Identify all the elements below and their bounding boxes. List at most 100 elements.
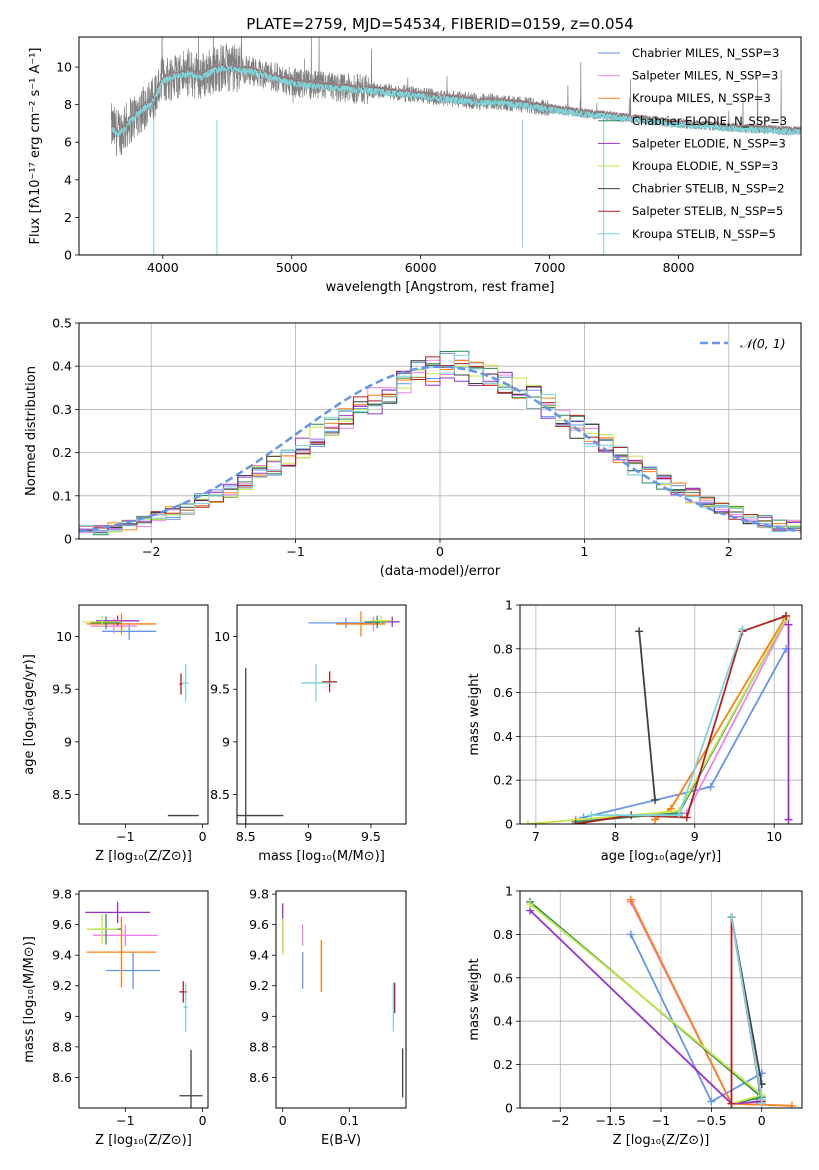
x-tick-label: 5000 bbox=[276, 260, 308, 275]
axes-frame bbox=[78, 604, 209, 825]
x-tick-label: 0 bbox=[758, 1113, 766, 1128]
weight-marker-6 bbox=[523, 820, 532, 824]
legend-label-1: Chabrier MILES, N_SSP=3 bbox=[632, 46, 779, 60]
weight-marker-7 bbox=[635, 627, 644, 636]
legend-label-9: Kroupa STELIB, N_SSP=5 bbox=[632, 227, 776, 241]
y-tick-label: 10 bbox=[56, 60, 72, 75]
y-tick-label: 9.8 bbox=[52, 887, 72, 902]
x-tick-label: −0.5 bbox=[696, 1113, 726, 1128]
legend-label-4: Chabrier ELODIE, N_SSP=3 bbox=[632, 114, 787, 128]
y-tick-label: 0.6 bbox=[493, 970, 513, 985]
legend-label-8: Salpeter STELIB, N_SSP=5 bbox=[632, 204, 783, 218]
y-tick-label: 6 bbox=[64, 135, 72, 150]
x-axis-label: mass [log₁₀(M/M⊙)] bbox=[258, 849, 385, 864]
residual-histogram-3 bbox=[79, 360, 801, 531]
y-tick-label: 0.2 bbox=[493, 773, 513, 788]
weight-line-9 bbox=[591, 628, 744, 817]
y-tick-label: 8 bbox=[64, 97, 72, 112]
residuals-panel: −2 −1 0 1 2 0 0.1 0.2 0.3 0.4 0.5 (data-model)/erro… bbox=[24, 316, 802, 579]
y-tick-label: 9.6 bbox=[52, 917, 72, 932]
y-tick-label: 1 bbox=[505, 884, 513, 899]
x-tick-label: −1 bbox=[116, 1113, 134, 1128]
y-tick-label: 8.5 bbox=[52, 787, 72, 802]
x-tick-label: 7 bbox=[532, 829, 540, 844]
mass-weight-vs-age-panel: 7 8 9 10 0 0.2 0.4 0.6 0.8 1 age [log₁₀(age/yr)] ma… bbox=[467, 598, 803, 864]
weight-line-1 bbox=[629, 934, 763, 1103]
plot-area bbox=[526, 895, 796, 1108]
axes-frame bbox=[236, 604, 407, 825]
y-axis-label: age [log₁₀(age/yr)] bbox=[22, 654, 37, 775]
y-tick-label: 0.2 bbox=[52, 445, 72, 460]
weight-line-2 bbox=[575, 619, 787, 821]
plot-area bbox=[237, 611, 400, 824]
x-tick-label: 2 bbox=[725, 544, 733, 559]
y-tick-label: 0 bbox=[64, 532, 72, 547]
model-line-9 bbox=[111, 63, 801, 138]
weight-marker-9 bbox=[587, 811, 596, 820]
weight-marker-3 bbox=[787, 1101, 796, 1108]
x-tick-label: −2 bbox=[551, 1113, 569, 1128]
y-tick-label: 4 bbox=[64, 172, 72, 187]
x-tick-label: 7000 bbox=[534, 260, 566, 275]
y-tick-label: 0.8 bbox=[493, 641, 513, 656]
plot-area bbox=[82, 613, 199, 817]
y-axis-label: mass weight bbox=[467, 958, 482, 1040]
age-vs-mass-panel: 8.5 9 9.5 8.5 9 9.5 10 mass [log₁₀(M/M⊙)] bbox=[210, 604, 407, 864]
y-tick-label: 9 bbox=[261, 1009, 269, 1024]
y-tick-label: 0.2 bbox=[493, 1057, 513, 1072]
y-tick-label: 9 bbox=[222, 734, 230, 749]
legend-label-6: Kroupa ELODIE, N_SSP=3 bbox=[632, 159, 778, 173]
x-tick-label: 4000 bbox=[147, 260, 179, 275]
y-tick-label: 0.6 bbox=[493, 685, 513, 700]
x-tick-label: −1 bbox=[652, 1113, 670, 1128]
x-tick-label: 10 bbox=[766, 829, 782, 844]
y-axis-label: mass weight bbox=[467, 673, 482, 755]
y-tick-label: 0.4 bbox=[493, 729, 513, 744]
y-tick-label: 1 bbox=[505, 598, 513, 613]
y-axis-label: Normed distribution bbox=[24, 366, 39, 496]
weight-marker-1 bbox=[626, 930, 635, 939]
weight-marker-5 bbox=[784, 620, 793, 629]
plot-area bbox=[110, 37, 801, 255]
y-tick-label: 9.4 bbox=[249, 948, 269, 963]
x-axis-label: Z [log₁₀(Z/Z⊙)] bbox=[95, 849, 192, 864]
age-vs-metallicity-panel: −1 0 8.5 9 9.5 10 Z [log₁₀(Z/Z⊙)] age [log₁₀(ag… bbox=[22, 604, 209, 864]
x-tick-label: −1 bbox=[286, 544, 304, 559]
y-tick-label: 9.5 bbox=[52, 682, 72, 697]
weight-marker-8 bbox=[571, 820, 580, 824]
weight-marker-7 bbox=[651, 795, 660, 804]
y-axis-label: Flux [fλ10⁻¹⁷ erg cm⁻² s⁻¹ A⁻¹] bbox=[28, 48, 43, 245]
x-axis-label: (data-model)/error bbox=[380, 564, 501, 579]
legend-label-3: Kroupa MILES, N_SSP=3 bbox=[632, 91, 771, 105]
y-tick-label: 8.8 bbox=[249, 1039, 269, 1054]
y-tick-label: 2 bbox=[64, 210, 72, 225]
y-tick-label: 0.5 bbox=[52, 316, 72, 331]
x-axis-label: E(B-V) bbox=[321, 1133, 361, 1148]
y-tick-label: 9.8 bbox=[249, 887, 269, 902]
x-tick-label: 0 bbox=[436, 544, 444, 559]
axes-frame bbox=[78, 36, 802, 256]
x-axis-label: Z [log₁₀(Z/Z⊙)] bbox=[613, 1133, 710, 1148]
y-tick-label: 10 bbox=[56, 629, 72, 644]
weight-marker-1 bbox=[706, 782, 715, 791]
normal-reference-curve bbox=[79, 365, 801, 533]
plot-area bbox=[85, 901, 203, 1108]
y-tick-label: 9.2 bbox=[249, 978, 269, 993]
x-tick-label: 0.1 bbox=[339, 1113, 359, 1128]
y-tick-label: 10 bbox=[214, 629, 230, 644]
y-tick-label: 9.6 bbox=[249, 917, 269, 932]
weight-marker-5 bbox=[784, 815, 793, 824]
y-tick-label: 8.8 bbox=[52, 1039, 72, 1054]
x-tick-label: 9 bbox=[304, 829, 312, 844]
y-tick-label: 0.8 bbox=[493, 927, 513, 942]
mass-weight-vs-metallicity-panel: −2 −1.5 −1 −0.5 0 0 0.2 0.4 0.6 0.8 1 Z [log₁₀(Z/Z⊙… bbox=[467, 884, 803, 1148]
x-axis-label: Z [log₁₀(Z/Z⊙)] bbox=[95, 1133, 192, 1148]
mass-vs-metallicity-panel: −1 0 8.6 8.8 9 9.2 9.4 9.6 9.8 Z [log₁₀(Z/Z⊙)] mas… bbox=[22, 887, 209, 1148]
x-axis-label: age [log₁₀(age/yr)] bbox=[601, 849, 722, 864]
x-tick-label: −1.5 bbox=[595, 1113, 625, 1128]
x-tick-label: 0 bbox=[199, 829, 207, 844]
axes-frame bbox=[519, 890, 803, 1109]
x-tick-label: −2 bbox=[142, 544, 160, 559]
residual-histogram-9 bbox=[79, 354, 801, 534]
